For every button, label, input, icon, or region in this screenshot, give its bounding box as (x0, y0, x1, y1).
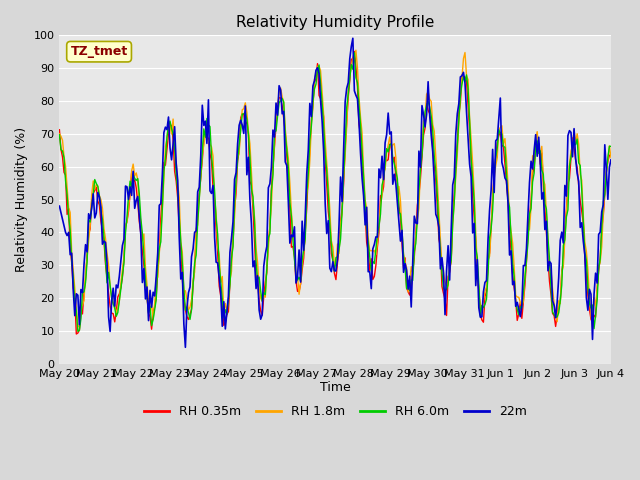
Legend: RH 0.35m, RH 1.8m, RH 6.0m, 22m: RH 0.35m, RH 1.8m, RH 6.0m, 22m (138, 400, 532, 423)
RH 6.0m (125, 192, 132, 198)
RH 1.8m (238, 107, 246, 113)
RH 6.0m (249, 194, 257, 200)
22m (56, 203, 63, 209)
RH 1.8m (220, 310, 228, 315)
Title: Relativity Humidity Profile: Relativity Humidity Profile (236, 15, 435, 30)
RH 0.35m (298, 267, 306, 273)
RH 1.8m (297, 279, 305, 285)
22m (182, 345, 189, 350)
RH 0.35m (125, 208, 132, 214)
22m (298, 218, 306, 224)
RH 0.35m (56, 127, 63, 132)
RH 6.0m (579, 219, 587, 225)
RH 6.0m (221, 307, 229, 312)
Line: 22m: 22m (60, 38, 611, 348)
22m (579, 239, 587, 244)
RH 6.0m (607, 144, 615, 149)
22m (349, 36, 356, 41)
RH 0.35m (72, 331, 80, 337)
22m (221, 326, 229, 332)
RH 0.35m (240, 111, 248, 117)
RH 0.35m (607, 152, 615, 157)
RH 1.8m (248, 169, 255, 175)
RH 6.0m (74, 328, 82, 334)
RH 6.0m (240, 111, 248, 117)
RH 1.8m (123, 219, 131, 225)
RH 1.8m (607, 155, 615, 160)
RH 6.0m (351, 50, 358, 56)
RH 1.8m (589, 324, 596, 330)
Text: TZ_tmet: TZ_tmet (70, 45, 128, 58)
22m (123, 184, 131, 190)
RH 0.35m (221, 320, 229, 325)
Line: RH 1.8m: RH 1.8m (60, 50, 611, 327)
X-axis label: Time: Time (320, 382, 351, 395)
Line: RH 0.35m: RH 0.35m (60, 51, 611, 334)
RH 6.0m (56, 132, 63, 138)
22m (607, 157, 615, 163)
RH 0.35m (579, 220, 587, 226)
Y-axis label: Relativity Humidity (%): Relativity Humidity (%) (15, 127, 28, 272)
RH 1.8m (352, 48, 360, 53)
22m (249, 264, 257, 270)
RH 1.8m (578, 178, 586, 183)
RH 1.8m (56, 131, 63, 136)
Line: RH 6.0m: RH 6.0m (60, 53, 611, 331)
RH 6.0m (298, 258, 306, 264)
22m (240, 131, 248, 136)
RH 0.35m (351, 48, 358, 54)
RH 0.35m (249, 206, 257, 212)
